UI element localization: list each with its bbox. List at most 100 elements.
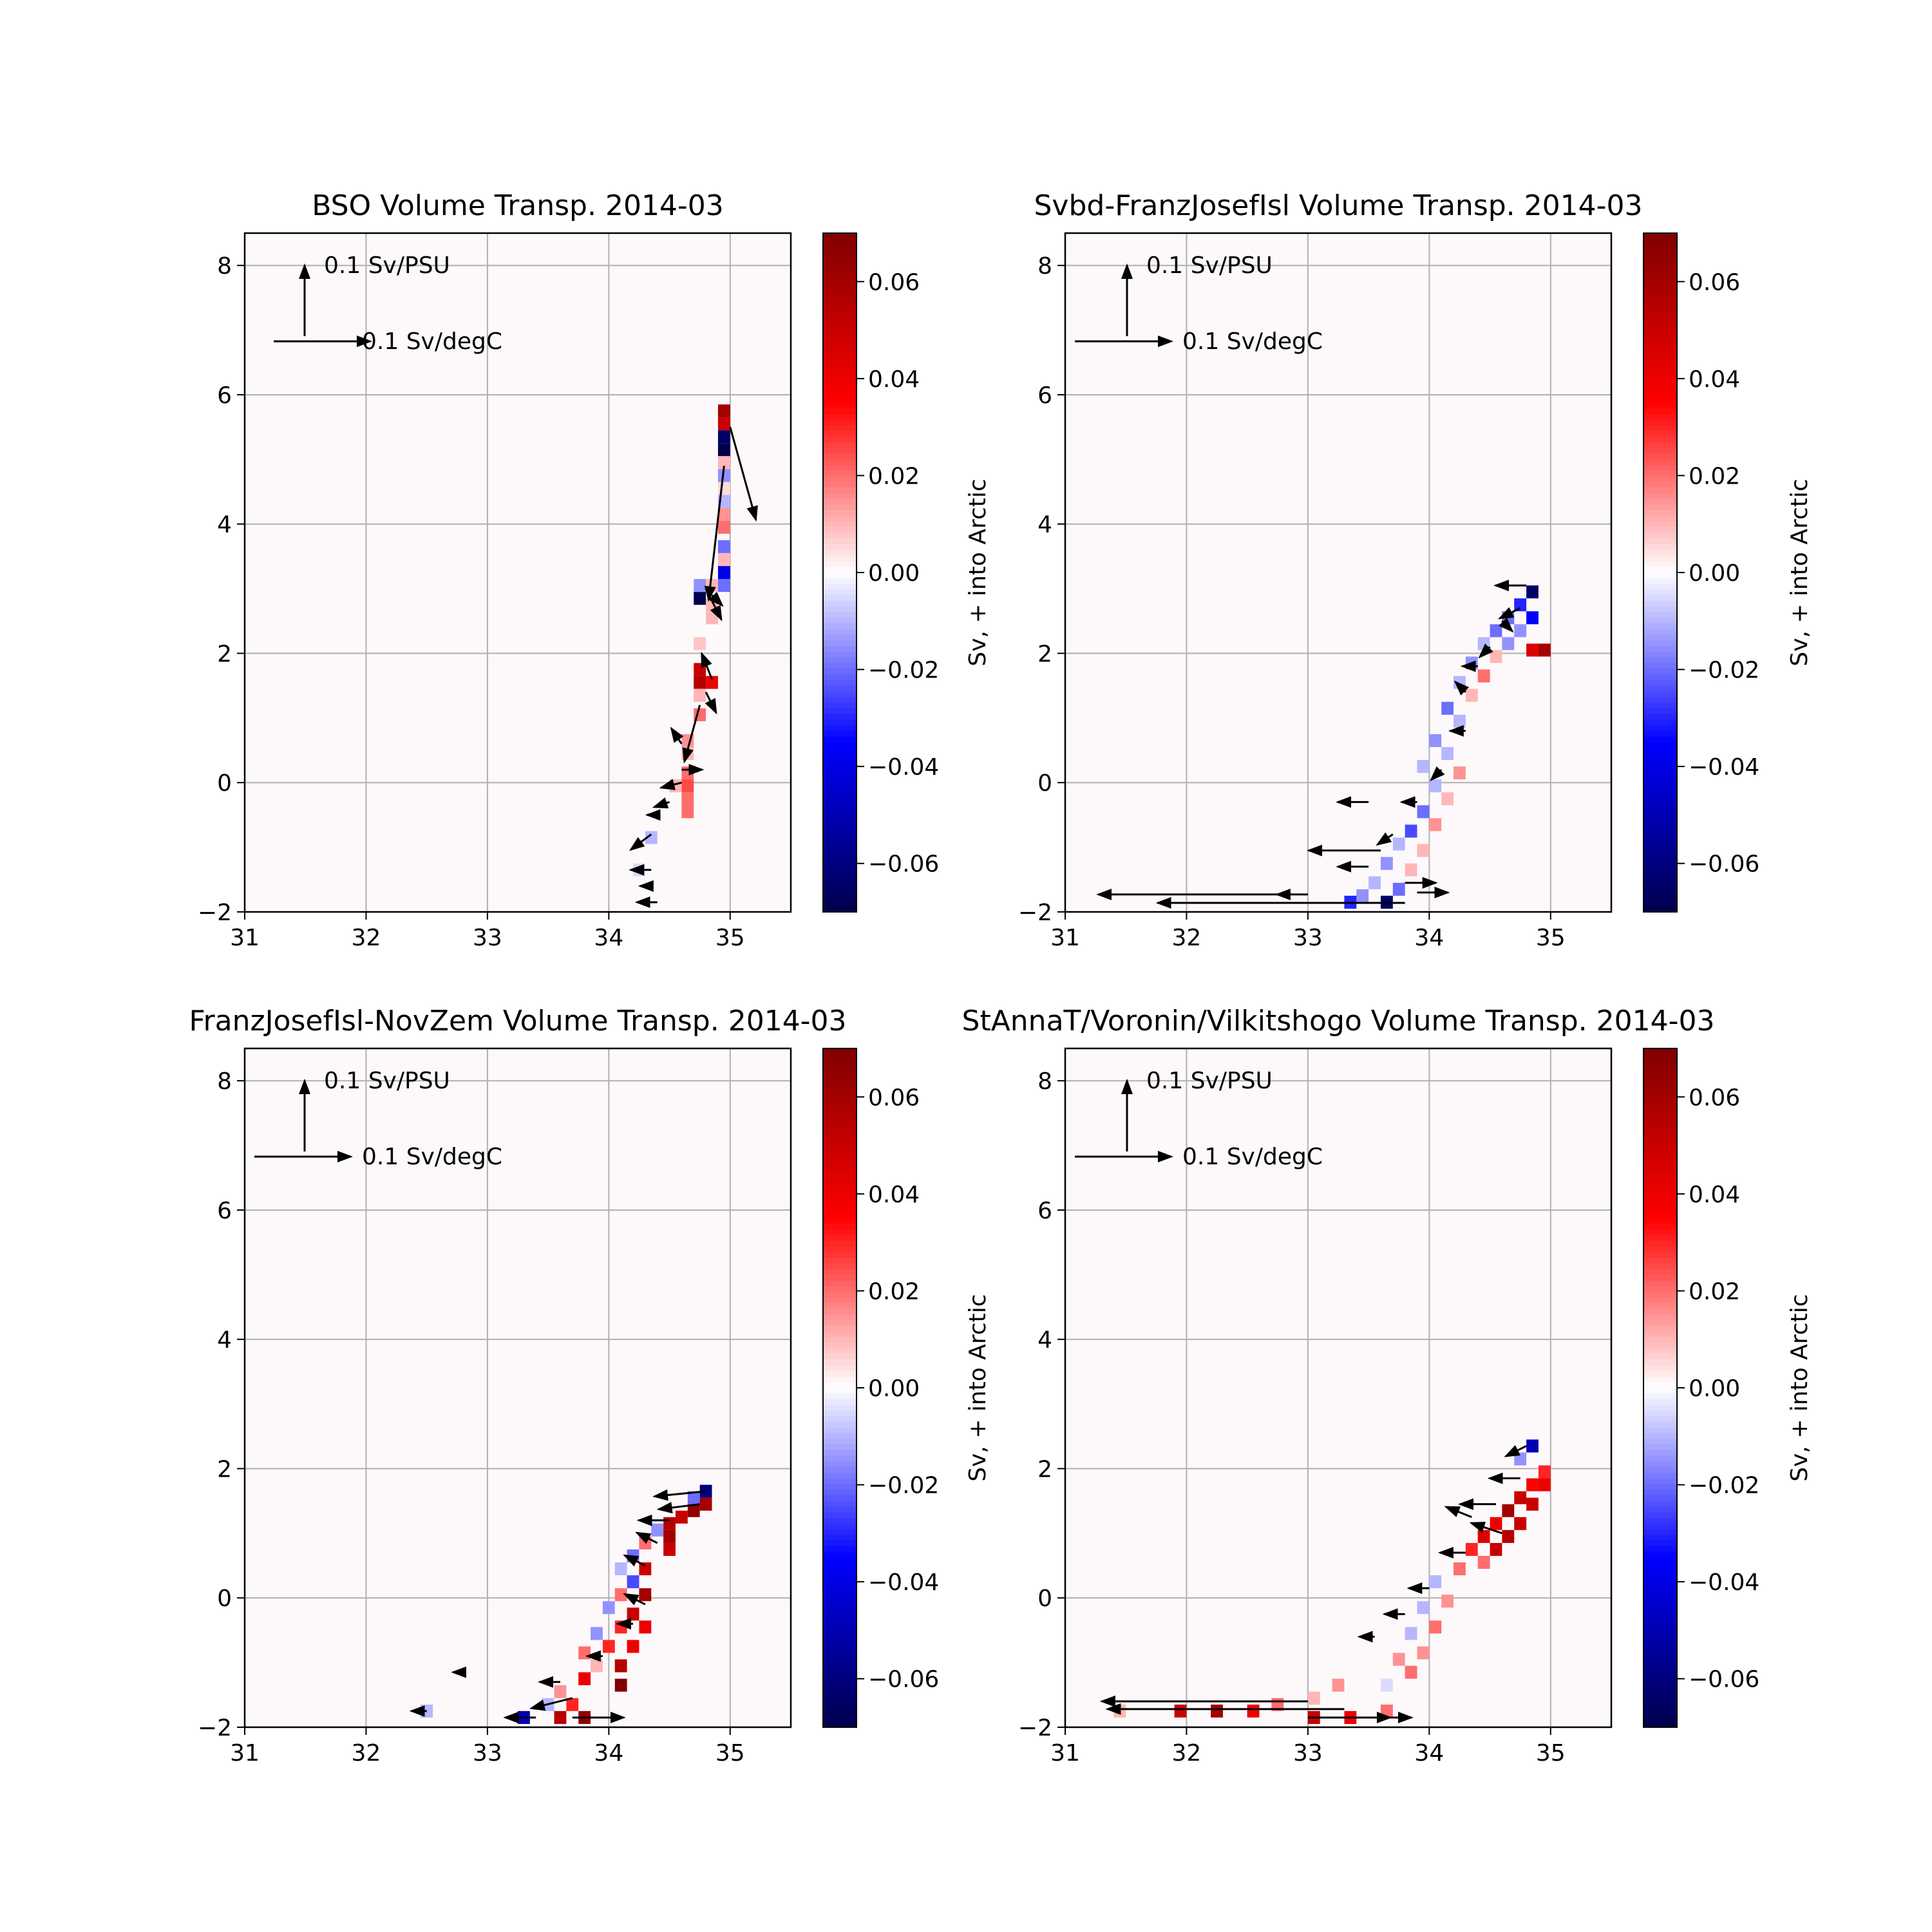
heatmap-cell bbox=[1417, 805, 1430, 819]
colorbar-segment bbox=[823, 634, 857, 641]
colorbar-segment bbox=[1643, 267, 1677, 274]
colorbar-segment bbox=[1643, 448, 1677, 455]
heatmap-cell bbox=[663, 1542, 676, 1556]
colorbar-segment bbox=[823, 884, 857, 890]
colorbar-segment bbox=[823, 1303, 857, 1309]
colorbar-segment bbox=[1643, 878, 1677, 884]
colorbar-segment bbox=[823, 1116, 857, 1122]
heatmap-cell bbox=[717, 443, 730, 457]
y-tick-label: 0 bbox=[1037, 770, 1052, 797]
colorbar-segment bbox=[823, 1439, 857, 1445]
colorbar-segment bbox=[823, 600, 857, 607]
heatmap-cell bbox=[717, 565, 730, 580]
heatmap-cell bbox=[591, 1627, 603, 1640]
colorbar-segment bbox=[823, 1088, 857, 1094]
colorbar-segment bbox=[823, 1681, 857, 1689]
colorbar-segment bbox=[1643, 815, 1677, 822]
heatmap-cell bbox=[1247, 1704, 1260, 1718]
colorbar-segment bbox=[1643, 538, 1677, 545]
colorbar-segment bbox=[1643, 272, 1677, 279]
panel-title: BSO Volume Transp. 2014-03 bbox=[312, 189, 724, 222]
colorbar-tick-label: 0.02 bbox=[868, 1278, 920, 1305]
colorbar-segment bbox=[823, 1608, 857, 1615]
colorbar-segment bbox=[1643, 1699, 1677, 1705]
colorbar-segment bbox=[823, 1240, 857, 1247]
colorbar-segment bbox=[823, 646, 857, 652]
colorbar-tick-label: 0.06 bbox=[868, 269, 920, 296]
colorbar-segment bbox=[823, 272, 857, 279]
colorbar-segment bbox=[823, 312, 857, 319]
colorbar-segment bbox=[1643, 1472, 1677, 1479]
colorbar-segment bbox=[823, 1540, 857, 1547]
transport-arrow bbox=[1430, 766, 1445, 782]
colorbar-segment bbox=[1643, 725, 1677, 732]
colorbar-segment bbox=[1643, 1490, 1677, 1496]
colorbar-segment bbox=[1643, 1687, 1677, 1694]
colorbar-segment bbox=[823, 1071, 857, 1077]
colorbar-segment bbox=[1643, 1173, 1677, 1179]
y-tick-label: 6 bbox=[1037, 383, 1052, 409]
colorbar-segment bbox=[823, 1257, 857, 1264]
colorbar-segment bbox=[1643, 1653, 1677, 1660]
colorbar-segment bbox=[1643, 431, 1677, 437]
colorbar-tick-label: 0.00 bbox=[868, 1376, 920, 1402]
colorbar-segment bbox=[1643, 1348, 1677, 1354]
colorbar-segment bbox=[1643, 872, 1677, 878]
colorbar-segment bbox=[823, 1653, 857, 1660]
colorbar-segment bbox=[823, 578, 857, 585]
colorbar-segment bbox=[823, 488, 857, 494]
colorbar-segment bbox=[823, 538, 857, 545]
colorbar-segment bbox=[823, 1388, 857, 1394]
colorbar-segment bbox=[1643, 646, 1677, 652]
colorbar-segment bbox=[823, 1094, 857, 1100]
colorbar-segment bbox=[823, 1569, 857, 1575]
colorbar-segment bbox=[823, 357, 857, 364]
heatmap-cell bbox=[1429, 1575, 1442, 1589]
colorbar-segment bbox=[1643, 1596, 1677, 1604]
colorbar-segment bbox=[823, 1212, 857, 1219]
colorbar-segment bbox=[1643, 1246, 1677, 1253]
colorbar-segment bbox=[1643, 1455, 1677, 1462]
colorbar-segment bbox=[823, 759, 857, 766]
colorbar-segment bbox=[1643, 1495, 1677, 1502]
colorbar-segment bbox=[823, 1082, 857, 1089]
colorbar-segment bbox=[1643, 1608, 1677, 1615]
colorbar-segment bbox=[1643, 1614, 1677, 1620]
colorbar-tick-label: 0.00 bbox=[1689, 560, 1740, 587]
colorbar-segment bbox=[823, 1405, 857, 1411]
colorbar-segment bbox=[823, 284, 857, 290]
colorbar-segment bbox=[1643, 1518, 1677, 1524]
y-tick-label: 4 bbox=[1037, 1327, 1052, 1354]
colorbar-segment bbox=[823, 561, 857, 567]
x-tick-label: 32 bbox=[352, 925, 381, 951]
colorbar-segment bbox=[1643, 1393, 1677, 1400]
x-tick-label: 35 bbox=[1536, 1740, 1566, 1766]
heatmap-cell bbox=[1429, 734, 1442, 748]
colorbar-segment bbox=[823, 1173, 857, 1179]
colorbar-segment bbox=[1643, 1297, 1677, 1303]
colorbar-segment bbox=[1643, 555, 1677, 562]
colorbar-segment bbox=[1643, 697, 1677, 703]
colorbar-segment bbox=[823, 470, 857, 477]
colorbar-segment bbox=[823, 261, 857, 268]
colorbar-segment bbox=[1643, 1110, 1677, 1117]
colorbar-segment bbox=[823, 1478, 857, 1484]
colorbar-tick-label: −0.06 bbox=[868, 1667, 939, 1693]
colorbar-segment bbox=[823, 815, 857, 822]
colorbar-segment bbox=[1643, 606, 1677, 613]
colorbar-segment bbox=[1643, 821, 1677, 828]
heatmap-cell bbox=[663, 1530, 676, 1543]
x-tick-label: 33 bbox=[1293, 925, 1323, 951]
colorbar-segment bbox=[1643, 386, 1677, 392]
colorbar-segment bbox=[823, 516, 857, 522]
colorbar-segment bbox=[1643, 1693, 1677, 1700]
colorbar-tick-label: 0.00 bbox=[868, 560, 920, 587]
heatmap-cell bbox=[614, 1562, 627, 1576]
x-tick-label: 33 bbox=[1293, 1740, 1323, 1766]
colorbar-segment bbox=[823, 363, 857, 370]
colorbar-segment bbox=[1643, 1314, 1677, 1321]
colorbar-segment bbox=[823, 703, 857, 709]
x-tick-label: 33 bbox=[473, 1740, 502, 1766]
colorbar-segment bbox=[823, 855, 857, 862]
colorbar-segment bbox=[823, 776, 857, 782]
